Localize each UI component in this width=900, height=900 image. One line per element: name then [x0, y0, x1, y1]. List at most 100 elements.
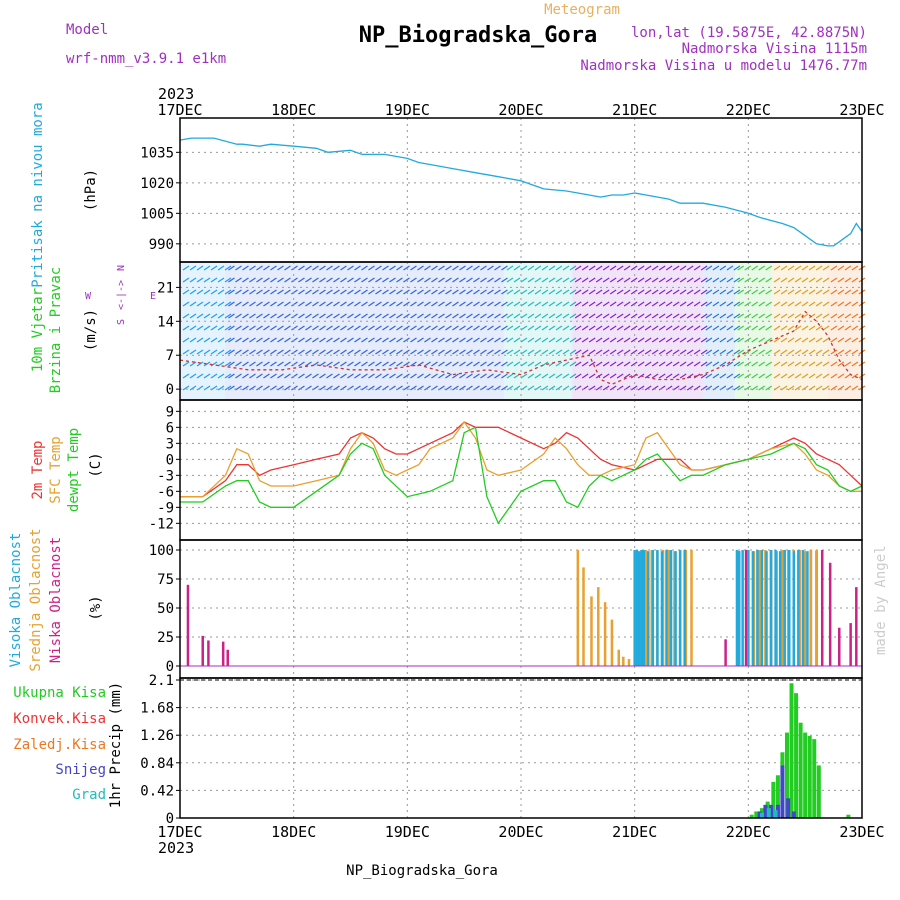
- wind-barb: [815, 337, 823, 343]
- wind-barb: [616, 289, 624, 295]
- bar-Snijeg: [775, 804, 780, 818]
- wind-barb-band: [771, 262, 828, 400]
- wind-barb: [733, 325, 741, 331]
- wind-barb: [581, 325, 589, 331]
- wind-barb: [270, 325, 277, 331]
- wind-barb: [672, 301, 680, 307]
- wind-barb: [459, 349, 466, 355]
- wind-barb: [196, 361, 204, 367]
- wind-barb: [679, 301, 687, 307]
- wind-barb: [249, 313, 256, 319]
- wind-barb: [548, 337, 556, 343]
- wind-barb: [658, 265, 666, 271]
- wind-barb: [726, 277, 734, 283]
- wind-barb: [758, 265, 766, 271]
- wind-barb: [527, 277, 535, 283]
- wind-barb: [712, 325, 720, 331]
- wind-barb: [801, 373, 809, 379]
- wind-barb: [480, 361, 487, 367]
- ytick-label: -12: [149, 516, 174, 532]
- wind-barb: [224, 349, 232, 355]
- wind-barb: [534, 289, 542, 295]
- wind-barb: [830, 313, 838, 319]
- wind-barb: [277, 325, 284, 331]
- bar-Niska: [226, 649, 229, 666]
- wind-barb: [569, 289, 577, 295]
- wind-barb: [693, 325, 701, 331]
- wind-barb: [637, 325, 645, 331]
- wind-barb: [312, 313, 319, 319]
- wind-barb: [403, 289, 410, 295]
- wind-barb: [815, 349, 823, 355]
- wind-barb: [637, 337, 645, 343]
- wind-barb: [574, 373, 582, 379]
- wind-barb: [616, 277, 624, 283]
- wind-barb: [396, 265, 403, 271]
- wind-barb: [758, 277, 766, 283]
- ytick-label: 1005: [140, 206, 174, 222]
- wind-barb: [665, 349, 673, 355]
- wind-barb: [466, 313, 473, 319]
- wind-barb: [719, 277, 727, 283]
- wind-barb: [733, 289, 741, 295]
- wind-barb: [333, 373, 340, 379]
- wind-barb: [705, 385, 713, 391]
- wind-barb: [644, 277, 652, 283]
- wind-barb: [822, 301, 830, 307]
- wind-barb: [452, 385, 459, 391]
- wind-barb: [256, 289, 263, 295]
- wind-barb: [368, 325, 375, 331]
- wind-barb: [417, 289, 424, 295]
- wind-barb: [277, 313, 284, 319]
- wind-barb: [548, 373, 556, 379]
- wind-barb: [424, 325, 431, 331]
- wind-barb: [326, 385, 333, 391]
- wind-barb: [217, 385, 225, 391]
- wind-barb: [651, 301, 659, 307]
- model-name: wrf-nmm_v3.9.1 e1km: [66, 51, 226, 67]
- wind-barb: [361, 373, 368, 379]
- wind-barb: [242, 265, 249, 271]
- wind-barb: [672, 325, 680, 331]
- wind-barb: [801, 337, 809, 343]
- wind-barb: [361, 289, 368, 295]
- wind-barb: [466, 385, 473, 391]
- wind-barb: [609, 265, 617, 271]
- wind-barb: [801, 301, 809, 307]
- wind-barb: [693, 301, 701, 307]
- bar-Srednja: [758, 550, 761, 666]
- wind-barb: [851, 265, 859, 271]
- wind-barb: [623, 277, 631, 283]
- wind-barb: [758, 349, 766, 355]
- wind-barb: [410, 277, 417, 283]
- wind-barb: [815, 277, 823, 283]
- wind-barb: [242, 313, 249, 319]
- wind-barb: [765, 301, 773, 307]
- wind-barb: [773, 289, 781, 295]
- wind-barb: [733, 277, 741, 283]
- wind-barb: [506, 301, 514, 307]
- wind-barb: [284, 301, 291, 307]
- wind-barb: [686, 361, 694, 367]
- wind-barb: [758, 361, 766, 367]
- wind-barb: [189, 301, 197, 307]
- wind-barb: [773, 349, 781, 355]
- wind-barb: [562, 337, 570, 343]
- wind-barb: [263, 349, 270, 355]
- wind-barb: [744, 337, 752, 343]
- wind-barb: [340, 301, 347, 307]
- time-axis-bottom: 17DEC 18DEC 19DEC 20DEC 21DEC 22DEC 23DEC: [157, 823, 884, 841]
- wind-barb: [541, 337, 549, 343]
- wind-barb: [189, 277, 197, 283]
- wind-barb: [773, 313, 781, 319]
- wind-barb: [726, 301, 734, 307]
- wind-barb: [726, 289, 734, 295]
- wind-barb: [672, 277, 680, 283]
- wind-barb: [466, 337, 473, 343]
- wind-barb: [651, 385, 659, 391]
- wind-barb: [354, 337, 361, 343]
- wind-barb: [787, 277, 795, 283]
- wind-barb: [506, 325, 514, 331]
- wind-barb: [787, 385, 795, 391]
- wind-barb: [417, 373, 424, 379]
